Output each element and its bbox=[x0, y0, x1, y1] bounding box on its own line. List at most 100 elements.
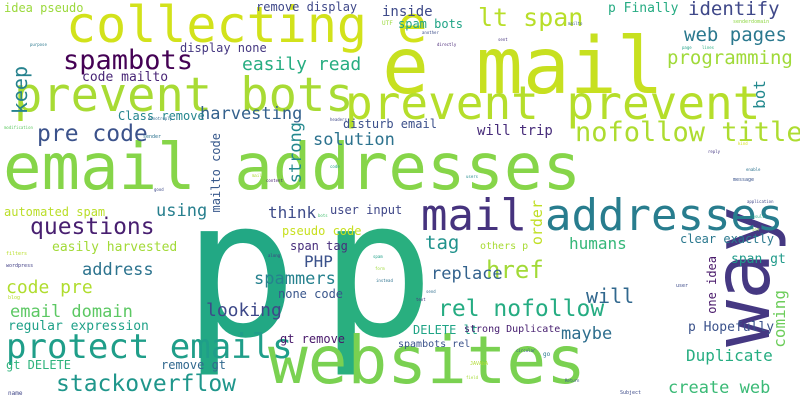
word-stackoverflow: stackoverflow bbox=[56, 371, 237, 397]
word-rel-nofollow: rel nofollow bbox=[438, 296, 605, 322]
word-blog: blog bbox=[8, 295, 21, 301]
word-page: page bbox=[682, 45, 692, 50]
word-href: href bbox=[486, 256, 544, 284]
word-donotreply: donotreply bbox=[148, 116, 173, 121]
word-display-none: display none bbox=[180, 41, 267, 55]
word-coming: coming bbox=[770, 290, 789, 348]
word-p-1: p bbox=[183, 159, 298, 380]
word-spambots-rel: spambots rel bbox=[398, 339, 471, 350]
word-prevent-prevent: prevent prevent bbox=[345, 76, 761, 130]
word-reply: reply bbox=[708, 149, 721, 154]
word-modification: modification bbox=[4, 125, 33, 130]
word-code-pre: code pre bbox=[6, 277, 93, 298]
word-addresses: addresses bbox=[545, 190, 784, 241]
word-idea-pseudo: idea pseudo bbox=[4, 1, 84, 15]
word-filters: filters bbox=[6, 251, 28, 257]
word-span-gt: span gt bbox=[731, 252, 786, 267]
word-UTF: UTF bbox=[382, 20, 393, 27]
word-set: set bbox=[752, 227, 760, 232]
word-order: order bbox=[528, 200, 546, 246]
word-kind: kind bbox=[738, 141, 748, 146]
word-result: result bbox=[750, 214, 765, 219]
word-p-2: p bbox=[320, 159, 435, 380]
word-collecting-e: collecting e bbox=[66, 0, 428, 54]
word-sender: sender bbox=[143, 134, 162, 140]
word-questions: questions bbox=[30, 214, 155, 240]
word-prevent-bots: prevent bots bbox=[14, 68, 354, 123]
word-none-code: none code bbox=[278, 287, 344, 301]
word-mailto: mailto bbox=[568, 21, 583, 26]
word-senderdomain: senderdomain bbox=[733, 19, 770, 25]
word-Class-remove: Class remove bbox=[118, 109, 205, 123]
word-p-Finally: p Finally bbox=[608, 1, 679, 16]
word-programming: programming bbox=[667, 47, 793, 69]
word-email-domain: email domain bbox=[10, 302, 133, 322]
word-DELETE-lt: DELETE lt bbox=[413, 323, 479, 337]
word-Subject: Subject bbox=[620, 390, 642, 396]
word-bot: bot bbox=[750, 80, 769, 109]
word-easily-harvested: easily harvested bbox=[52, 240, 178, 255]
word-content: content bbox=[266, 178, 283, 183]
word-send: send bbox=[426, 289, 436, 294]
word-humans: humans bbox=[569, 234, 627, 253]
word-disturb-email: disturb email bbox=[343, 117, 437, 131]
word-nofollow-title: nofollow title bbox=[575, 117, 800, 148]
word-sent: sent bbox=[498, 37, 508, 42]
word-gt-remove: gt remove bbox=[280, 332, 346, 346]
word-lt-span: lt span bbox=[478, 3, 584, 32]
word-wordpress: wordpress bbox=[6, 263, 34, 269]
word-user: user bbox=[676, 283, 689, 289]
word-will-trip: will trip bbox=[477, 123, 553, 139]
word-field: field bbox=[466, 375, 479, 380]
word-instead: instead bbox=[376, 278, 393, 283]
word-lines: lines bbox=[702, 45, 715, 50]
word-pre-code: pre code bbox=[37, 121, 148, 147]
word-inside: inside bbox=[382, 4, 433, 20]
word-name: name bbox=[8, 390, 23, 397]
word-identify: identify bbox=[688, 0, 780, 20]
word-pseudo-code: pseudo code bbox=[282, 224, 362, 238]
word-maybe: maybe bbox=[561, 324, 613, 344]
word-text: text bbox=[416, 297, 426, 302]
word-Duplicate: Duplicate bbox=[686, 346, 773, 365]
word-mail: mail bbox=[421, 190, 527, 241]
word-remove-gt: remove gt bbox=[161, 358, 227, 372]
word-protect-emails: protect emails bbox=[6, 327, 293, 367]
word-span-tag: span tag bbox=[290, 239, 348, 253]
word-circular: circular bbox=[516, 348, 536, 353]
word-easily-read: easily read bbox=[242, 54, 362, 75]
word-one-idea: one idea bbox=[705, 256, 719, 314]
word-good: good bbox=[154, 187, 164, 192]
word-mail-small: mail bbox=[252, 173, 262, 178]
word-user-input: user input bbox=[330, 203, 403, 217]
word-keep: keep bbox=[8, 66, 32, 115]
word-address: address bbox=[82, 260, 154, 280]
word-others-p: others p bbox=[480, 241, 529, 252]
word-spam-bots: spam bots bbox=[398, 17, 464, 31]
word-web-pages: web pages bbox=[684, 24, 787, 46]
word-regular-expression: regular expression bbox=[8, 319, 149, 334]
word-using: using bbox=[156, 201, 208, 221]
word-email-addresses: email addresses bbox=[3, 131, 581, 205]
word-bots: bots bbox=[318, 213, 328, 218]
word-another: another bbox=[422, 30, 439, 35]
word-spammers: spammers bbox=[254, 269, 336, 289]
word-mailto-code: mailto code bbox=[209, 133, 223, 213]
word-remove-display: remove display bbox=[256, 0, 358, 14]
word-purpose: purpose bbox=[30, 42, 47, 47]
word-headers: headers bbox=[330, 117, 347, 122]
word-users: users bbox=[466, 174, 479, 179]
word-form: form bbox=[375, 266, 385, 271]
word-Return: Return bbox=[565, 378, 580, 383]
word-PHP: PHP bbox=[304, 252, 333, 271]
word-p-Hopefully: p Hopefully bbox=[688, 320, 775, 335]
word-code-mailto: code mailto bbox=[82, 70, 169, 85]
word-gt-DELETE: gt DELETE bbox=[6, 358, 72, 372]
word-strong-Duplicate: strong Duplicate bbox=[464, 324, 561, 335]
word-spambots: spambots bbox=[63, 45, 194, 76]
word-looking: looking bbox=[206, 300, 282, 321]
word-think: think bbox=[268, 203, 317, 222]
word-websites: websites bbox=[268, 322, 586, 399]
word-e-mail: e mail bbox=[382, 22, 664, 112]
